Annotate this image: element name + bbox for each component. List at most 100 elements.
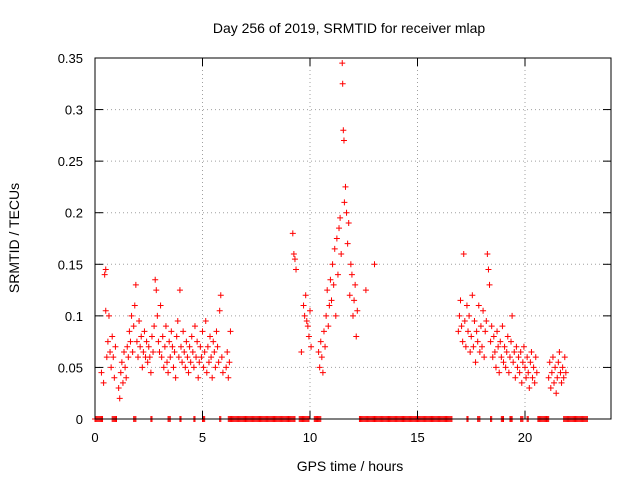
data-point (339, 60, 346, 67)
data-point (153, 287, 160, 294)
data-point (514, 364, 521, 371)
data-point (102, 307, 109, 314)
data-point (332, 312, 339, 319)
data-point (183, 338, 190, 345)
data-point (100, 379, 107, 386)
data-point (511, 348, 518, 355)
data-point (305, 333, 312, 340)
data-point (289, 230, 296, 237)
data-point (533, 369, 540, 376)
data-point (559, 364, 566, 371)
data-point (162, 323, 169, 330)
data-point (217, 292, 224, 299)
data-point (150, 348, 157, 355)
data-point (201, 348, 208, 355)
data-point (191, 323, 198, 330)
data-point (107, 348, 114, 355)
data-point (340, 127, 347, 134)
data-point (463, 302, 470, 309)
data-point (328, 297, 335, 304)
data-point (166, 338, 173, 345)
data-point (189, 348, 196, 355)
data-point (147, 369, 154, 376)
data-point (104, 338, 111, 345)
data-point (348, 271, 355, 278)
data-point (350, 312, 356, 319)
data-point (123, 374, 130, 381)
data-point (336, 225, 343, 232)
data-point (179, 359, 186, 366)
data-point (119, 379, 126, 386)
data-point (519, 359, 526, 366)
axis-ticks: 0 0.05 0.1 0.15 0.2 0.25 0.3 0.35 0 5 10 15 20 (58, 51, 611, 445)
data-point (178, 343, 184, 350)
data-point (486, 281, 493, 288)
data-point (522, 364, 528, 371)
data-point (127, 338, 134, 345)
data-point (475, 302, 482, 309)
data-point (212, 364, 219, 371)
data-point (193, 354, 200, 361)
x-tick-label: 0 (91, 430, 98, 445)
data-point (489, 354, 496, 361)
data-point (327, 276, 334, 283)
data-point (209, 374, 216, 381)
data-point (195, 374, 202, 381)
data-point (472, 359, 479, 366)
data-point (111, 374, 118, 381)
data-point (549, 354, 556, 361)
data-point (467, 348, 474, 355)
data-point (510, 359, 517, 366)
data-point (167, 354, 174, 361)
data-point (317, 338, 324, 345)
data-point (219, 369, 226, 376)
data-point (455, 328, 462, 335)
data-point (218, 354, 225, 361)
data-point (496, 369, 503, 376)
data-point (148, 333, 155, 340)
data-point (197, 343, 204, 350)
data-point (477, 323, 484, 330)
data-point (144, 359, 151, 366)
data-point (135, 354, 141, 361)
data-point (157, 302, 164, 309)
data-point (345, 220, 352, 227)
data-point (196, 359, 203, 366)
data-point (490, 333, 497, 340)
data-point (304, 323, 311, 330)
data-point (362, 287, 369, 294)
y-tick-label: 0.3 (65, 103, 83, 118)
data-point (495, 343, 502, 350)
y-tick-label: 0.05 (58, 360, 83, 375)
data-point (469, 292, 476, 299)
data-point (139, 364, 146, 371)
data-point (207, 333, 214, 340)
data-point (117, 369, 124, 376)
data-point (517, 348, 524, 355)
data-point (476, 348, 483, 355)
data-point (199, 328, 206, 335)
data-point (515, 354, 522, 361)
data-point (465, 328, 472, 335)
data-point (523, 374, 530, 381)
data-point (500, 359, 507, 366)
data-point (346, 292, 353, 299)
data-point (140, 348, 147, 355)
x-tick-label: 20 (518, 430, 532, 445)
data-point (457, 297, 464, 304)
data-point (498, 354, 505, 361)
data-point (164, 359, 171, 366)
data-point (342, 183, 349, 190)
data-point (101, 271, 108, 278)
data-point (182, 364, 189, 371)
data-point (298, 348, 305, 355)
data-point (324, 287, 331, 294)
data-point (466, 312, 473, 319)
data-point (532, 354, 539, 361)
data-point (371, 261, 378, 268)
data-point (293, 266, 300, 273)
data-point (520, 343, 527, 350)
data-point (291, 256, 298, 263)
data-point (461, 318, 468, 325)
data-point (351, 297, 358, 304)
